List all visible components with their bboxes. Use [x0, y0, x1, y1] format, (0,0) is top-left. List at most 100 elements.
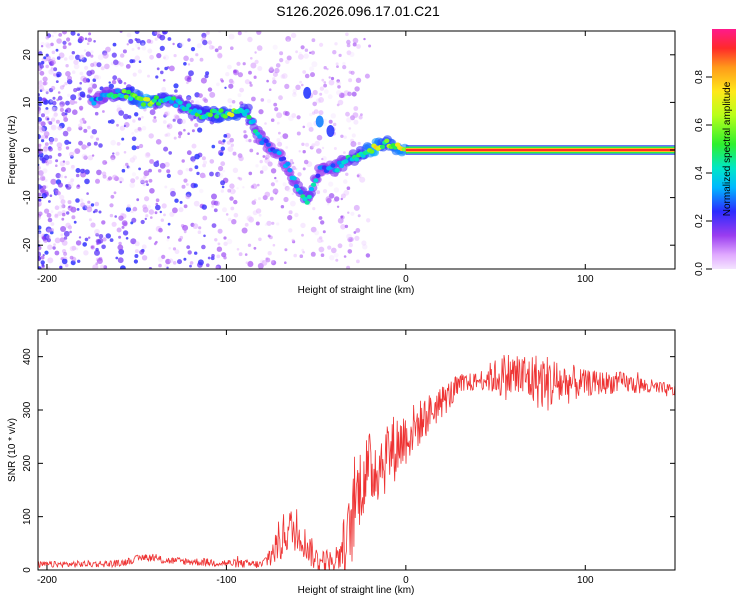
spectrogram-cell [88, 83, 93, 88]
spectrogram-cell [250, 57, 253, 60]
snr-y-tick-label: 400 [22, 348, 33, 365]
spectrogram-cell [77, 33, 80, 37]
spectrogram-ridge-point [246, 114, 252, 120]
spectrogram-cell [192, 160, 195, 163]
spectrogram-cell [142, 183, 146, 187]
spectrogram-cell [276, 112, 283, 119]
spectrogram-cell [60, 199, 66, 205]
spectrogram-cell [264, 191, 271, 198]
spectrogram-cell [71, 164, 75, 169]
spectrogram-cell [159, 34, 166, 41]
spectrogram-cell [41, 159, 46, 164]
spectrogram-cell [64, 112, 68, 116]
spectrogram-cell [95, 178, 100, 184]
spectrogram-cell [66, 211, 70, 215]
spectrogram-cell [125, 64, 131, 69]
spectrogram-cell [88, 218, 92, 222]
spectrogram-cell [59, 101, 65, 107]
spectrogram-cell [231, 80, 235, 85]
spectrogram-cell [45, 107, 49, 111]
spectrogram-cell [177, 42, 183, 49]
spectrogram-cell [38, 225, 42, 230]
spectrogram-cell [131, 47, 135, 51]
spectrogram-ridge-point [311, 182, 317, 187]
spectrogram-cell [38, 211, 43, 216]
snr-x-tick-label: 0 [403, 575, 409, 586]
spectrogram-cell [118, 241, 122, 246]
spectrogram-cell [50, 228, 54, 232]
spectrogram-cell [237, 93, 242, 98]
spectrogram-cell [158, 263, 162, 268]
spectrogram-cell [266, 79, 269, 83]
spectrogram-cell [51, 34, 54, 38]
spectrogram-cell [312, 101, 318, 107]
spectrogram-cell [225, 72, 230, 77]
spectrogram-cell [247, 243, 252, 247]
spectrogram-cell [90, 245, 94, 249]
spectrogram-cell [44, 89, 50, 95]
spectrogram-cell [327, 94, 333, 100]
spectrogram-carrier-peak [405, 149, 675, 151]
spectrogram-cell [189, 57, 194, 63]
spectrogram-cell [251, 200, 257, 205]
spectrogram-cell [44, 208, 50, 214]
spectrogram-cell [262, 155, 266, 158]
spectrogram-cell [237, 176, 241, 180]
spectrogram-cell [159, 45, 165, 52]
spectrogram-cell [146, 183, 149, 187]
spectrogram-cell [122, 49, 127, 54]
spectrogram-cell [303, 159, 309, 165]
spectrogram-cell [78, 140, 83, 146]
spectrogram-cell [309, 51, 312, 54]
spectrogram-cell [320, 220, 325, 225]
spectrogram-cell [285, 146, 289, 149]
spectrogram-ridge-point [121, 89, 127, 94]
spectrogram-cell [203, 160, 207, 165]
spectrogram-cell [96, 242, 99, 246]
spectrogram-cell [98, 143, 103, 148]
spectrogram-cell [64, 263, 69, 268]
spectrogram-cell [321, 78, 325, 82]
spectrogram-cell [70, 178, 75, 183]
spectrogram-cell [56, 71, 62, 78]
spectrogram-cell [161, 86, 167, 92]
spectrogram-cell [154, 37, 158, 41]
spectrogram-ridge-point [315, 173, 321, 178]
spectrogram-cell [64, 175, 67, 179]
snr-y-tick-label: 100 [22, 508, 33, 525]
colorbar-tick-label: 0.8 [694, 70, 705, 84]
spectrogram-cell [51, 60, 56, 65]
spectrogram-cell [309, 66, 315, 72]
spectrogram-cell [322, 230, 326, 234]
spectrogram-cell [269, 66, 274, 71]
spectrogram-ridge-point [196, 109, 203, 114]
spectrogram-cell [104, 63, 110, 70]
spectrogram-cell [112, 75, 118, 81]
spectrogram-cell [347, 249, 353, 254]
spectrogram-cell [45, 43, 52, 49]
spectrogram-cell [183, 230, 187, 234]
spectrogram-cell [366, 218, 371, 223]
spectrogram-cell [123, 113, 129, 120]
spectrogram-cell [79, 198, 84, 203]
spectrogram-cell [174, 198, 179, 203]
spectrogram-cell [291, 113, 297, 118]
spectrogram-cell [169, 211, 175, 217]
spectrogram-cell [230, 143, 234, 147]
spectrogram-cell [110, 194, 115, 199]
spectrogram-cell [85, 51, 92, 57]
spectrogram-ridge-point [123, 94, 129, 100]
spectrogram-cell [74, 101, 78, 104]
spectrogram-cell [267, 234, 271, 238]
spectrogram-cell [60, 103, 63, 106]
spectrogram-cell [84, 37, 88, 41]
spectrogram-cell [279, 58, 284, 63]
spectrogram-cell [228, 78, 234, 84]
spectrogram-cell [63, 57, 68, 61]
spectrogram-cell [78, 58, 82, 62]
spectrogram-cell [40, 45, 44, 48]
spectrogram-cell [54, 190, 60, 195]
spectrogram-cell [53, 67, 58, 72]
spectrogram-cell [279, 51, 284, 56]
spectrogram-cell [173, 83, 179, 89]
